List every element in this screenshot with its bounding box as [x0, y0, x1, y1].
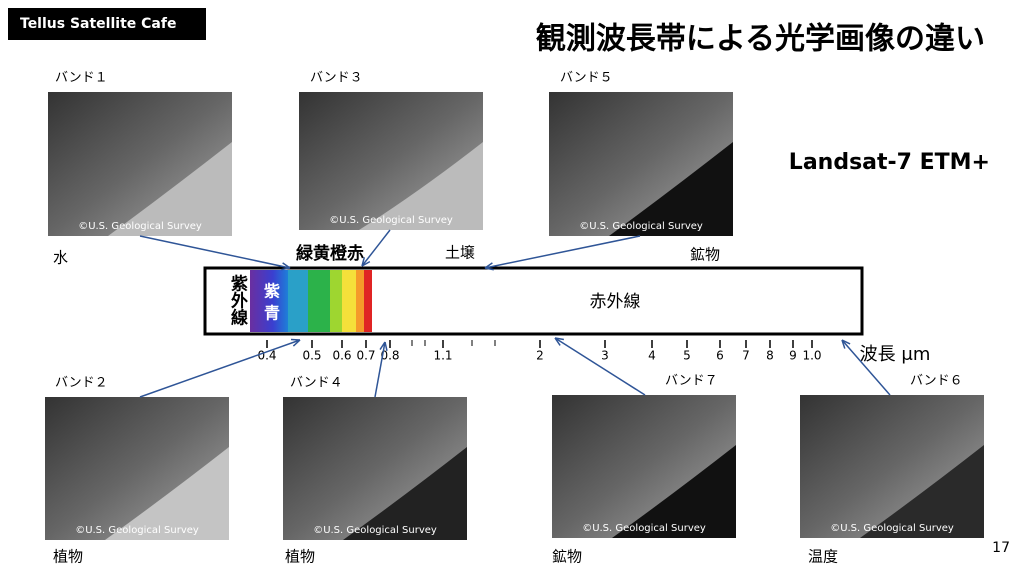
image-credit: ©U.S. Geological Survey	[75, 525, 199, 536]
blue-label: 青	[264, 304, 280, 323]
band-caption: 温度	[808, 548, 838, 566]
arrow	[484, 235, 641, 269]
tick-label: 3	[601, 349, 609, 363]
image-credit: ©U.S. Geological Survey	[329, 215, 453, 226]
sea	[359, 142, 483, 230]
tick-label: 0.4	[257, 349, 276, 363]
badge: Tellus Satellite Cafe	[20, 16, 176, 32]
band-label: バンド６	[910, 374, 963, 389]
sea	[612, 445, 736, 538]
tick-label: 9	[789, 349, 797, 363]
infrared-label: 赤外線	[590, 292, 641, 312]
tick-label: 7	[742, 349, 750, 363]
band-caption: 鉱物	[552, 548, 582, 566]
band-label: バンド４	[290, 376, 343, 391]
band-label: バンド２	[55, 376, 108, 391]
sea	[105, 447, 229, 540]
tick-label: 0.5	[302, 349, 321, 363]
green	[308, 270, 330, 332]
tick-label: 0.6	[332, 349, 351, 363]
spectrum: 紫外線 紫 青 緑黄橙赤 赤外線 波長 μm 土壌	[203, 243, 931, 365]
tick-label: 0.7	[356, 349, 375, 363]
tick-label: 6	[716, 349, 724, 363]
sea	[343, 447, 467, 540]
sea	[860, 445, 984, 538]
violet-label: 紫	[264, 282, 280, 301]
tick-label: 1.1	[433, 349, 452, 363]
arrow-head	[290, 338, 301, 347]
arrow-head	[554, 337, 565, 346]
yellow	[342, 270, 356, 332]
tick-label: 1.0	[802, 349, 821, 363]
band-caption: 植物	[53, 548, 83, 566]
tick-label: 8	[766, 349, 774, 363]
page-number: 17	[992, 540, 1010, 556]
yellow-green	[330, 270, 342, 332]
image-credit: ©U.S. Geological Survey	[579, 221, 703, 232]
sea	[108, 142, 232, 236]
image-credit: ©U.S. Geological Survey	[313, 525, 437, 536]
subtitle: Landsat-7 ETM+	[789, 150, 990, 175]
band-label: バンド３	[310, 71, 363, 86]
badge-bg	[8, 8, 206, 40]
band-caption: 植物	[285, 548, 315, 566]
arrow	[554, 337, 646, 396]
band-label: バンド１	[55, 71, 108, 86]
tick-label: 2	[536, 349, 544, 363]
uv-label: 紫外線	[227, 273, 248, 326]
arrow-head	[379, 341, 388, 351]
band-caption: 鉱物	[690, 246, 720, 264]
tick-label: 0.8	[380, 349, 399, 363]
violet-blue	[250, 270, 288, 332]
arrow	[139, 339, 301, 398]
arrow-head	[484, 262, 494, 271]
arrow	[374, 341, 386, 398]
image-credit: ©U.S. Geological Survey	[78, 221, 202, 232]
red	[364, 270, 372, 332]
axis-label: 波長 μm	[860, 344, 931, 365]
band-label: バンド５	[560, 71, 613, 86]
band-label: バンド７	[665, 374, 718, 389]
arrow	[361, 229, 391, 267]
image-credit: ©U.S. Geological Survey	[830, 523, 954, 534]
title: 観測波長帯による光学画像の違い	[536, 22, 985, 57]
arrow-head	[281, 262, 291, 271]
arrow	[841, 339, 891, 396]
orange	[356, 270, 364, 332]
tick-label: 5	[683, 349, 691, 363]
arrow-head	[361, 257, 371, 267]
cyan	[288, 270, 308, 332]
visible-label: 緑黄橙赤	[296, 243, 364, 264]
arrow-head	[841, 339, 851, 349]
band-caption: 水	[53, 249, 68, 267]
annotation: 土壌	[445, 244, 475, 262]
sea	[609, 142, 733, 236]
image-credit: ©U.S. Geological Survey	[582, 523, 706, 534]
arrow	[139, 235, 291, 269]
tick-label: 4	[648, 349, 656, 363]
